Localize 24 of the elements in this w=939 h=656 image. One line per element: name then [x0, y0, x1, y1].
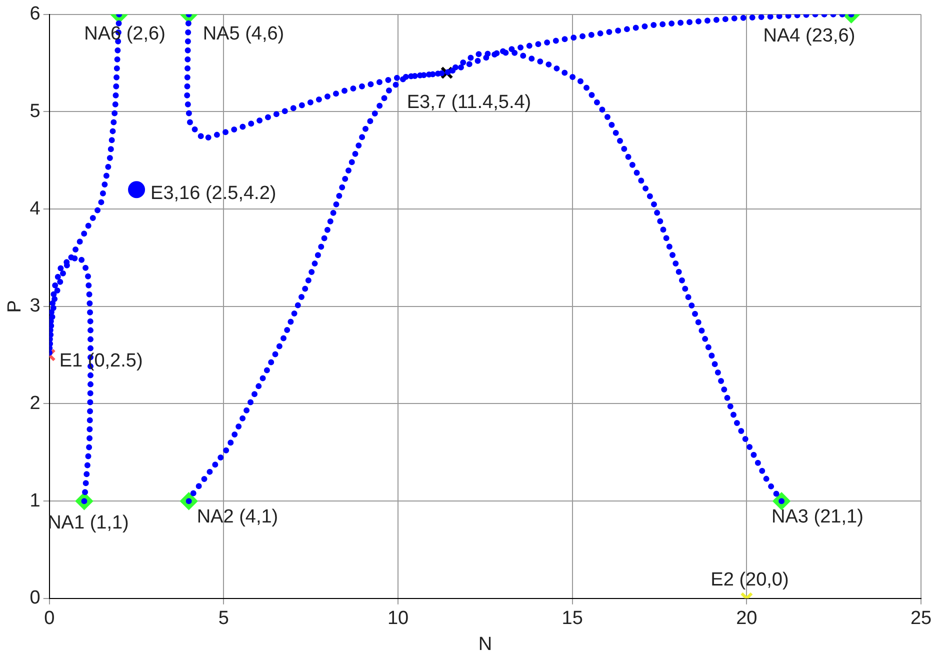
- annotation: NA4 (23,6): [763, 26, 856, 47]
- x-tick-label: 10: [387, 608, 409, 630]
- x-axis-title: N: [478, 634, 492, 655]
- x-tick-label: 15: [562, 608, 583, 630]
- annotation: E3,16 (2.5,4.2): [150, 182, 276, 204]
- annotation: E1 (0,2.5): [59, 350, 143, 372]
- x-tick-label: 25: [910, 608, 932, 630]
- x-tick-label: 5: [218, 608, 229, 630]
- annotation: NA2 (4,1): [196, 506, 278, 528]
- annotation: NA6 (2,6): [84, 24, 166, 45]
- x-tick-label: 0: [44, 608, 55, 630]
- annotation: E2 (20,0): [710, 570, 789, 591]
- y-tick-label: 2: [30, 392, 40, 414]
- y-tick-label: 3: [30, 296, 40, 317]
- y-tick-label: 4: [30, 198, 41, 220]
- x-tick-label: 20: [736, 608, 758, 630]
- annotation: NA3 (21,1): [772, 506, 864, 528]
- y-tick-label: 1: [30, 490, 40, 512]
- y-tick-label: 5: [30, 100, 40, 122]
- y-tick-label: 0: [30, 588, 40, 609]
- y-axis-title: P: [4, 300, 26, 313]
- y-tick-label: 6: [30, 4, 40, 25]
- annotation: E3,7 (11.4,5.4): [406, 92, 532, 114]
- annotation: NA5 (4,6): [202, 24, 284, 45]
